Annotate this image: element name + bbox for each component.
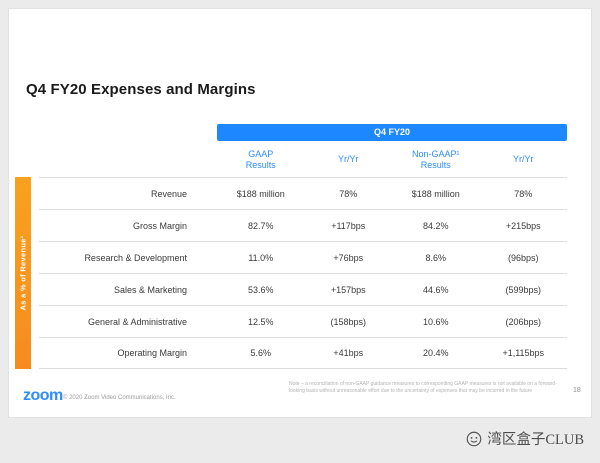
table-row-sales-marketing: Sales & Marketing 53.6% +157bps 44.6% (5… — [39, 273, 567, 305]
cell-nongaap-yoy: 78% — [514, 188, 533, 199]
table-row-general-administrative: General & Administrative 12.5% (158bps) … — [39, 305, 567, 337]
cell-nongaap-yoy: (206bps) — [505, 316, 542, 327]
column-header-nongaap-yoy: Yr/Yr — [512, 154, 534, 165]
watermark: 湾区盒子CLUB — [465, 428, 584, 449]
row-label: Operating Margin — [117, 348, 187, 358]
column-header-row: GAAP Results Yr/Yr Non-GAAP¹ Results Yr/… — [217, 143, 567, 177]
row-label: Sales & Marketing — [113, 284, 187, 295]
footnote-line-1: Note – a reconciliation of non-GAAP guid… — [289, 381, 557, 387]
cell-gaap-yoy: +76bps — [333, 252, 364, 263]
copyright-text: © 2020 Zoom Video Communications, Inc. — [63, 395, 176, 401]
zoom-logo: zoom — [23, 387, 63, 404]
cell-nongaap-yoy: +1,115bps — [502, 348, 545, 358]
side-label-bar: As a % of Revenue¹ — [15, 177, 31, 369]
table-row-research-development: Research & Development 11.0% +76bps 8.6%… — [39, 241, 567, 273]
cell-gaap-yoy: 78% — [339, 188, 358, 199]
row-label: Revenue — [150, 188, 187, 199]
cell-gaap-result: 82.7% — [247, 220, 274, 231]
table-row-operating-margin: Operating Margin 5.6% +41bps 20.4% +1,11… — [39, 337, 567, 369]
slide-title: Q4 FY20 Expenses and Margins — [26, 81, 256, 98]
cell-nongaap-result: 10.6% — [422, 316, 449, 327]
column-header-gaap-results: GAAP Results — [245, 148, 276, 170]
cell-nongaap-result: 44.6% — [422, 284, 449, 295]
period-header-bar: Q4 FY20 — [217, 124, 567, 141]
row-label: General & Administrative — [87, 316, 187, 327]
cell-nongaap-result: $188 million — [411, 188, 460, 199]
cell-gaap-result: 12.5% — [247, 316, 274, 327]
cell-nongaap-yoy: +215bps — [505, 220, 541, 231]
cell-nongaap-result: 8.6% — [425, 252, 446, 263]
cell-gaap-yoy: +157bps — [330, 284, 366, 295]
cell-nongaap-result: 20.4% — [422, 348, 449, 358]
table-row-gross-margin: Gross Margin 82.7% +117bps 84.2% +215bps — [39, 209, 567, 241]
cell-nongaap-result: 84.2% — [422, 220, 449, 231]
footnote-line-2: looking basis without unreasonable effor… — [289, 387, 533, 394]
column-header-gaap-yoy: Yr/Yr — [337, 154, 359, 165]
financial-table: Revenue $188 million 78% $188 million 78… — [39, 177, 567, 369]
table-row-revenue: Revenue $188 million 78% $188 million 78… — [39, 177, 567, 209]
side-label-text: As a % of Revenue¹ — [18, 235, 28, 311]
cell-gaap-result: $188 million — [236, 188, 285, 199]
cell-gaap-yoy: (158bps) — [330, 316, 367, 327]
cell-gaap-result: 53.6% — [247, 284, 274, 295]
cell-gaap-yoy: +117bps — [331, 220, 366, 231]
slide: Q4 FY20 Expenses and Margins Q4 FY20 GAA… — [8, 8, 592, 418]
watermark-text: 湾区盒子CLUB — [487, 432, 584, 448]
page-number: 18 — [573, 387, 581, 394]
cell-nongaap-yoy: (96bps) — [507, 252, 539, 263]
cell-gaap-result: 5.6% — [250, 348, 271, 358]
row-label: Research & Development — [84, 252, 187, 263]
cell-gaap-result: 11.0% — [248, 252, 274, 263]
column-header-nongaap-results: Non-GAAP¹ Results — [411, 148, 460, 170]
footnote: Note – a reconciliation of non-GAAP guid… — [289, 381, 561, 395]
cell-gaap-yoy: +41bps — [333, 348, 364, 358]
cell-nongaap-yoy: (599bps) — [505, 284, 542, 295]
row-label: Gross Margin — [132, 220, 187, 231]
watermark-icon — [465, 430, 483, 448]
